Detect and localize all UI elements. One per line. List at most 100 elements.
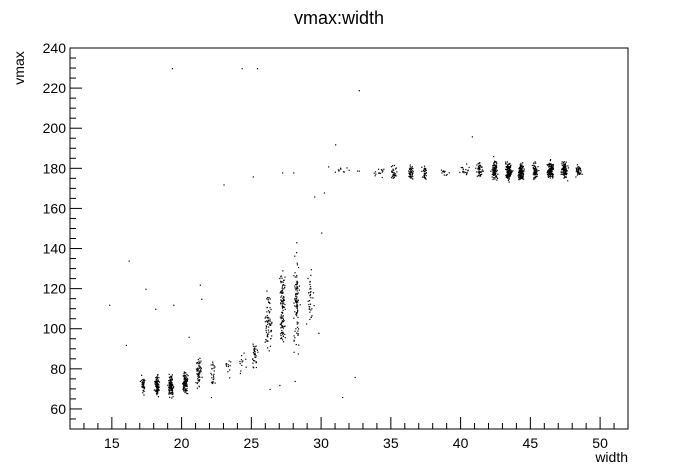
data-point xyxy=(533,168,535,170)
data-point xyxy=(409,175,411,177)
data-point xyxy=(200,367,202,370)
data-point xyxy=(169,378,171,380)
data-point xyxy=(508,170,510,172)
data-point xyxy=(297,334,299,336)
data-point xyxy=(282,300,284,302)
data-point xyxy=(183,376,186,378)
data-point xyxy=(294,276,296,278)
data-point xyxy=(267,321,269,323)
data-point xyxy=(471,136,473,138)
data-point xyxy=(560,173,562,175)
data-point xyxy=(295,287,297,290)
data-point xyxy=(186,380,188,382)
data-point xyxy=(295,305,297,308)
data-point xyxy=(358,170,360,172)
data-point xyxy=(393,176,395,178)
data-point xyxy=(157,380,159,382)
data-point xyxy=(284,325,286,327)
plot-frame xyxy=(69,47,629,430)
data-point xyxy=(512,170,514,172)
data-point xyxy=(265,329,267,331)
data-point xyxy=(409,176,411,178)
data-point xyxy=(311,308,313,310)
data-point xyxy=(505,174,507,176)
data-point xyxy=(297,301,299,303)
data-point xyxy=(565,173,568,176)
data-point xyxy=(310,309,312,311)
data-point xyxy=(396,171,398,173)
data-point xyxy=(198,360,200,362)
data-point xyxy=(296,284,298,286)
data-point xyxy=(185,382,187,384)
data-point xyxy=(509,172,511,174)
data-point xyxy=(354,376,356,379)
data-point xyxy=(481,169,484,171)
data-point xyxy=(199,284,201,286)
data-point xyxy=(143,390,145,392)
data-point xyxy=(562,167,565,169)
data-point xyxy=(423,176,425,178)
data-point xyxy=(280,333,282,335)
data-point xyxy=(475,167,477,169)
data-point xyxy=(441,172,443,174)
data-point xyxy=(142,384,145,386)
data-point xyxy=(494,170,497,172)
data-point xyxy=(548,164,551,166)
data-point xyxy=(577,167,579,169)
data-point xyxy=(284,337,286,339)
data-point xyxy=(493,174,495,176)
data-point xyxy=(393,173,395,175)
data-point xyxy=(195,382,197,384)
data-point xyxy=(492,170,494,172)
data-point xyxy=(196,373,198,375)
data-point xyxy=(518,170,521,172)
data-point xyxy=(551,169,553,171)
data-point xyxy=(142,384,144,386)
data-point xyxy=(505,163,507,165)
data-point xyxy=(520,165,522,168)
data-point xyxy=(562,161,565,164)
data-point xyxy=(508,170,510,172)
data-point xyxy=(565,165,567,167)
data-point xyxy=(169,396,171,398)
data-point xyxy=(296,326,299,328)
data-point xyxy=(494,161,496,163)
data-point xyxy=(296,276,298,278)
data-point xyxy=(281,321,283,323)
data-point xyxy=(283,296,285,298)
data-point xyxy=(264,321,266,323)
data-point xyxy=(521,170,523,172)
data-point xyxy=(197,377,199,380)
data-point xyxy=(265,338,267,341)
data-point xyxy=(185,385,188,387)
data-point xyxy=(533,174,535,176)
data-point xyxy=(157,383,159,385)
data-point xyxy=(508,173,510,175)
data-point xyxy=(280,280,282,282)
data-point xyxy=(171,376,173,378)
y-tick-label: 240 xyxy=(43,40,67,56)
data-point xyxy=(496,176,498,179)
data-point xyxy=(410,176,413,178)
data-point xyxy=(297,322,299,324)
data-point xyxy=(280,282,282,284)
data-point xyxy=(578,166,580,168)
data-point xyxy=(575,176,577,178)
data-point xyxy=(563,165,565,167)
data-point xyxy=(445,174,447,176)
data-point xyxy=(268,301,270,303)
data-point xyxy=(412,175,414,177)
data-point xyxy=(392,169,395,171)
data-point xyxy=(549,173,551,175)
data-point xyxy=(494,177,496,179)
data-point xyxy=(478,175,480,177)
data-point xyxy=(548,173,550,175)
data-point xyxy=(168,393,170,395)
data-point xyxy=(172,396,174,398)
data-point xyxy=(534,169,536,172)
data-point xyxy=(270,329,273,332)
data-point xyxy=(266,326,268,328)
data-point xyxy=(296,321,298,323)
data-point xyxy=(280,302,282,304)
data-point xyxy=(294,305,296,307)
